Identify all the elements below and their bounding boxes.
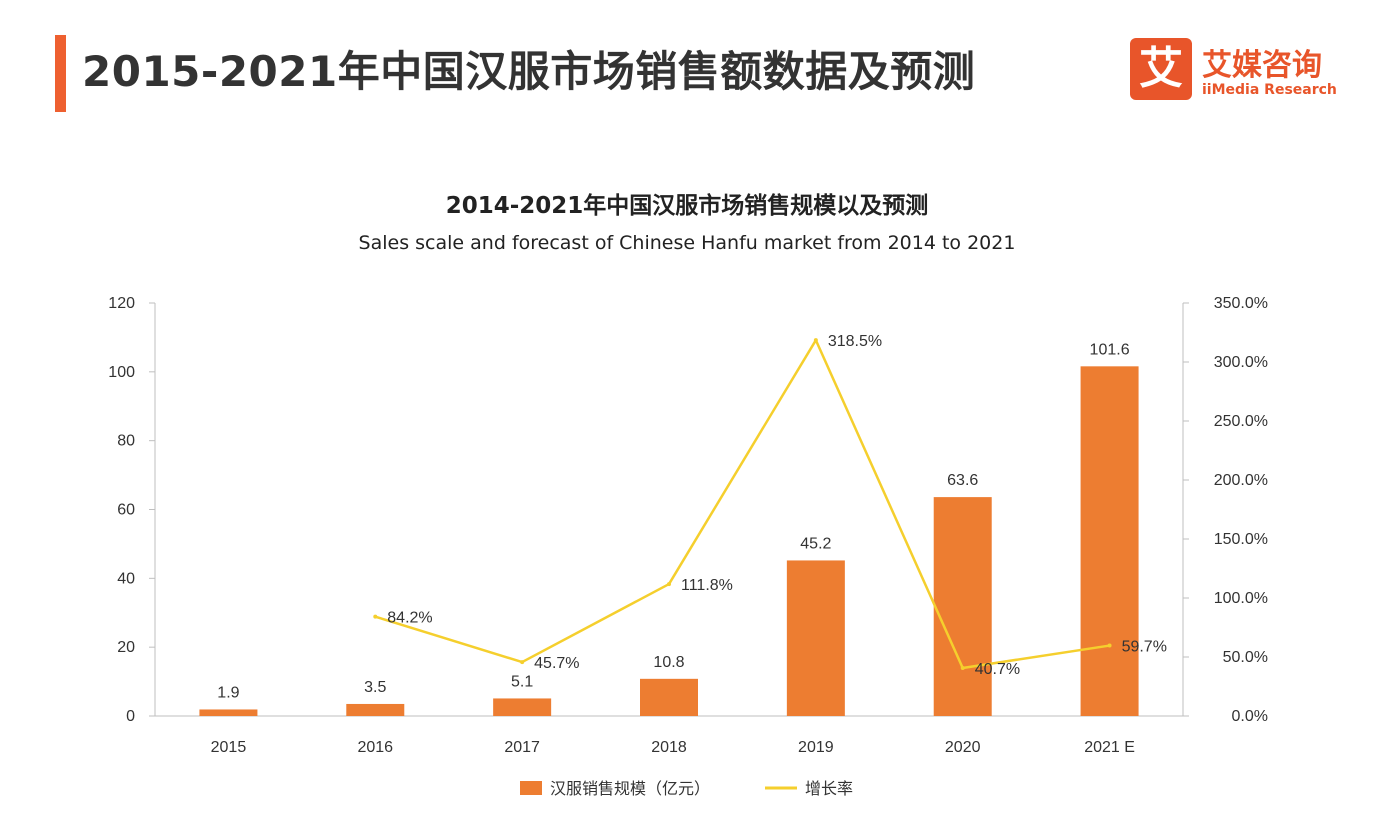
line-point: [520, 660, 525, 665]
x-axis: 2015 2016 2017 2018 2019 2020 2021 E: [155, 715, 1183, 756]
x-tick-label: 2021 E: [1084, 739, 1135, 756]
line-point: [373, 614, 378, 619]
left-tick-label: 20: [117, 639, 135, 656]
logo-name-en: iiMedia Research: [1202, 82, 1337, 98]
x-tick-label: 2018: [651, 739, 687, 756]
line-value-label: 318.5%: [828, 333, 882, 350]
line-point: [960, 665, 965, 670]
bar-value-label: 45.2: [800, 535, 831, 552]
line-value-label: 111.8%: [681, 577, 733, 594]
bar-value-label: 63.6: [947, 472, 978, 489]
line-value-label: 45.7%: [534, 655, 579, 672]
right-y-axis: 0.0% 50.0% 100.0% 150.0% 200.0% 250.0% 300.0% 3…: [1182, 295, 1268, 725]
chart-subtitle: Sales scale and forecast of Chinese Hanf…: [358, 232, 1016, 254]
line-value-label: 40.7%: [975, 661, 1020, 678]
bar-value-label: 10.8: [653, 654, 684, 671]
bar: [640, 678, 698, 716]
bar-value-label: 1.9: [217, 684, 239, 701]
x-tick-label: 2017: [504, 739, 540, 756]
x-tick-label: 2019: [798, 739, 834, 756]
line-value-label: 84.2%: [387, 610, 432, 627]
legend-bar-swatch: [520, 781, 542, 795]
right-tick-label: 350.0%: [1214, 295, 1268, 312]
bar-value-label: 5.1: [511, 673, 533, 690]
left-tick-label: 120: [108, 295, 135, 312]
logo-mark-icon: 艾: [1130, 38, 1192, 100]
legend: 汉服销售规模（亿元） 增长率: [520, 779, 853, 798]
left-tick-label: 100: [108, 364, 135, 381]
bar-value-label: 101.6: [1090, 341, 1130, 358]
x-tick-label: 2020: [945, 739, 981, 756]
bar: [199, 709, 258, 716]
right-tick-label: 300.0%: [1214, 354, 1268, 371]
line-value-label: 59.7%: [1122, 639, 1167, 656]
bar: [1080, 366, 1139, 716]
right-tick-label: 150.0%: [1214, 531, 1268, 548]
left-y-axis: 0 20 40 60 80 100 120: [108, 295, 156, 725]
legend-bar-label: 汉服销售规模（亿元）: [550, 779, 710, 798]
line-point: [1107, 643, 1112, 648]
line-point: [813, 338, 818, 343]
line-point: [667, 582, 671, 587]
right-tick-label: 100.0%: [1214, 590, 1268, 607]
left-tick-label: 60: [117, 502, 135, 519]
logo-name-cn: 艾媒咨询: [1202, 48, 1322, 83]
left-tick-label: 40: [117, 570, 135, 587]
growth-rate-line: [374, 338, 1110, 670]
legend-line-label: 增长率: [805, 779, 853, 798]
x-tick-label: 2015: [211, 739, 247, 756]
right-tick-label: 200.0%: [1214, 472, 1268, 489]
bar: [346, 703, 405, 716]
right-tick-label: 50.0%: [1223, 649, 1268, 666]
bar: [493, 698, 552, 716]
bar-value-label: 3.5: [364, 679, 386, 696]
bar-series: 1.9 3.5 5.1 10.8 45.2 63.6 101.6: [199, 341, 1139, 716]
page-title: 2015-2021年中国汉服市场销售额数据及预测: [82, 47, 976, 96]
left-tick-label: 80: [117, 433, 135, 450]
title-accent-bar: [55, 35, 66, 112]
bar: [786, 560, 845, 716]
chart-title: 2014-2021年中国汉服市场销售规模以及预测: [445, 193, 929, 219]
left-tick-label: 0: [126, 708, 135, 725]
company-logo: 艾 艾媒咨询 iiMedia Research: [1130, 38, 1350, 104]
bar: [933, 497, 992, 716]
line-series: 84.2% 45.7% 111.8% 318.5% 40.7% 59.7%: [373, 333, 1167, 678]
right-tick-label: 250.0%: [1214, 413, 1268, 430]
x-tick-label: 2016: [357, 739, 393, 756]
right-tick-label: 0.0%: [1232, 708, 1268, 725]
